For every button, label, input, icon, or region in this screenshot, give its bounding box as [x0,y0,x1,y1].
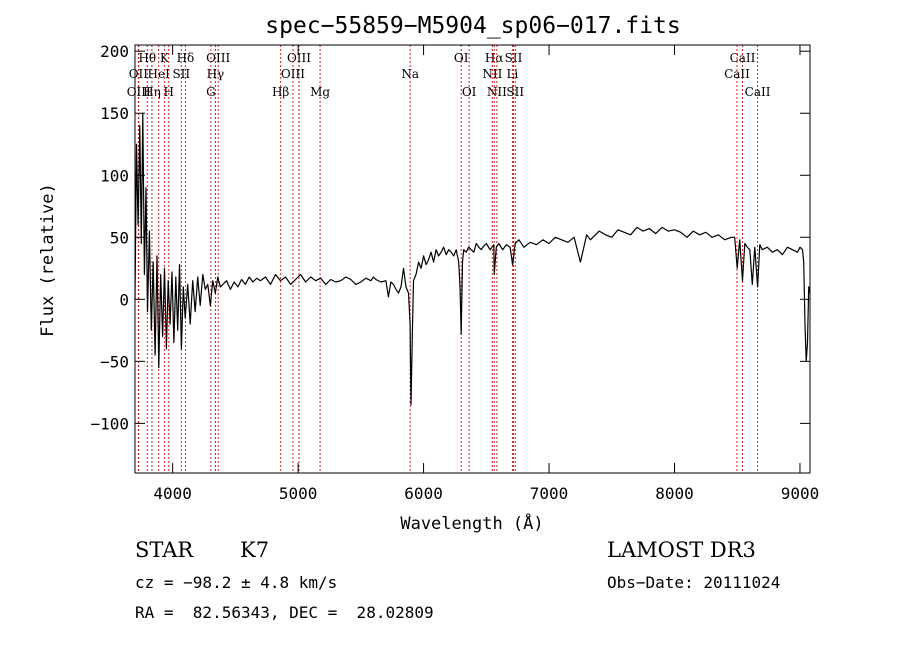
marker-label: CaII [730,51,756,65]
marker-label: Hγ [207,67,225,81]
marker-label: OIII [287,51,311,65]
chart-title: spec−55859−M5904_sp06−017.fits [265,13,680,39]
series-layer [134,112,811,406]
x-tick-label: 7000 [530,484,569,503]
marker-label: OIII [281,67,305,81]
marker-label: Hδ [177,51,195,65]
y-tick-label: 50 [110,228,129,247]
x-tick-label: 4000 [153,484,192,503]
y-axis-label: Flux (relative) [38,183,58,337]
survey-label: LAMOST DR3 [607,538,756,562]
x-tick-label: 6000 [404,484,443,503]
marker-label: Li [506,67,518,81]
marker-label: Hα [485,51,504,65]
class-label: STAR [135,538,194,562]
x-tick-label: 5000 [279,484,318,503]
marker-label: OI [454,51,469,65]
x-tick-label: 9000 [781,484,820,503]
marker-label: H [164,85,174,99]
plot-frame [134,44,811,474]
subclass-label: K7 [240,538,270,562]
marker-label: Hβ [272,85,289,99]
marker-label: Na [401,67,419,81]
marker-label: OI [462,85,477,99]
marker-label: NII [487,85,507,99]
marker-label: NII [482,67,502,81]
x-axis-label: Wavelength (Å) [400,512,543,534]
obs-date: Obs−Date: 20111024 [607,573,781,592]
marker-label: SII [505,51,523,65]
y-tick-label: −100 [90,414,129,433]
marker-label: K [160,51,170,65]
line-markers: HθOIIOIIIKHeIHηHδSIIHOIIIHγGOIIIOIIIHβMg… [127,45,771,473]
axes: 4000 5000 6000 7000 8000 9000 −100 −50 0 50 100 150… [90,42,819,503]
marker-label: HeI [148,67,171,81]
marker-label: SII [506,85,524,99]
y-tick-label: 0 [119,290,129,309]
marker-label: Hθ [138,51,156,65]
marker-label: G [206,85,216,99]
coordinates: RA = 82.56343, DEC = 28.02809 [135,603,434,622]
marker-label: Hη [143,85,161,99]
marker-label: Mg [310,85,330,99]
y-tick-label: −50 [100,352,129,371]
marker-label: OIII [206,51,230,65]
redshift-value: cz = −98.2 ± 4.8 km/s [135,573,338,592]
marker-label: SII [172,67,190,81]
marker-label: CaII [724,67,750,81]
y-tick-label: 150 [100,104,129,123]
y-tick-label: 200 [100,42,129,61]
series-line-flux [134,112,811,406]
marker-label: OIII [127,85,151,99]
marker-label: CaII [745,85,771,99]
y-tick-label: 100 [100,166,129,185]
x-tick-label: 8000 [655,484,694,503]
